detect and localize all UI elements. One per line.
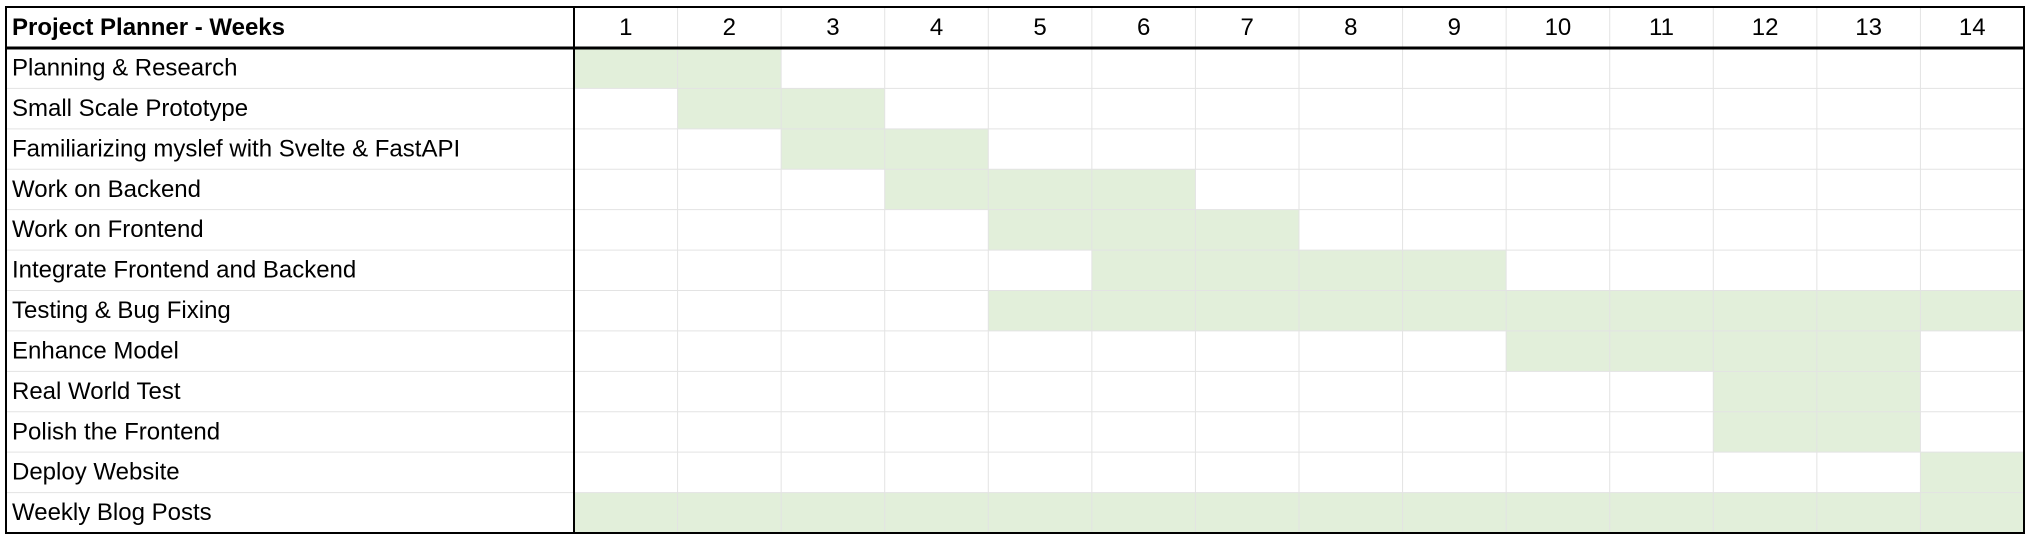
task-name: Real World Test <box>12 378 181 405</box>
week-number: 7 <box>1241 14 1254 41</box>
week-number: 12 <box>1752 14 1779 41</box>
task-name: Weekly Blog Posts <box>12 499 212 526</box>
week-number: 13 <box>1855 14 1882 41</box>
task-name: Deploy Website <box>12 459 180 486</box>
sheet-title: Project Planner - Weeks <box>12 14 285 41</box>
task-name: Work on Frontend <box>12 216 204 243</box>
week-number: 1 <box>619 14 632 41</box>
week-number: 8 <box>1344 14 1357 41</box>
week-number: 9 <box>1448 14 1461 41</box>
week-number: 3 <box>826 14 839 41</box>
week-bar <box>1920 452 2024 493</box>
week-bar <box>988 209 1299 251</box>
task-name: Testing & Bug Fixing <box>12 297 231 324</box>
week-number: 2 <box>723 14 736 41</box>
outer-border <box>5 6 2025 534</box>
task-name: Small Scale Prototype <box>12 95 248 122</box>
week-bar <box>884 169 1196 210</box>
week-number: 14 <box>1959 14 1986 41</box>
week-number: 6 <box>1137 14 1150 41</box>
task-name: Work on Backend <box>12 176 201 203</box>
task-name: Enhance Model <box>12 337 179 364</box>
week-number: 11 <box>1649 14 1674 41</box>
task-name: Polish the Frontend <box>12 418 220 445</box>
task-name: Planning & Research <box>12 55 237 82</box>
task-name: Integrate Frontend and Backend <box>12 257 356 284</box>
task-name: Familiarizing myslef with Svelte & FastA… <box>12 135 460 162</box>
week-number: 10 <box>1545 14 1572 41</box>
week-number: 5 <box>1033 14 1046 41</box>
week-number: 4 <box>930 14 943 41</box>
